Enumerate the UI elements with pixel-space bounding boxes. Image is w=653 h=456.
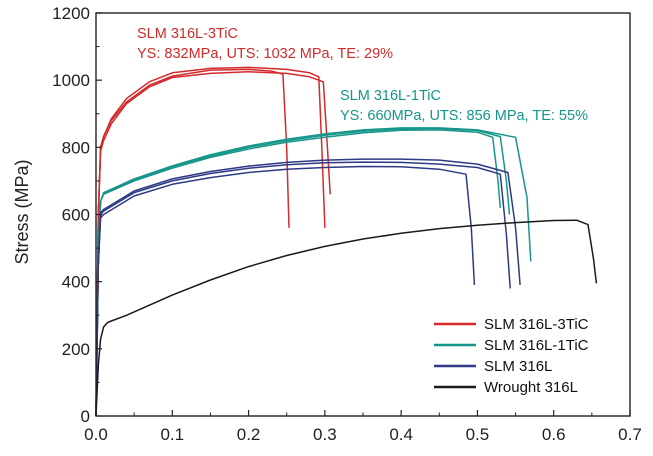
legend-item-wrought-316l: Wrought 316L [434,379,578,396]
curve-line [95,158,521,417]
series-slm-316l [95,158,521,417]
curve-line [95,127,532,417]
series-wrought-316l [95,219,598,417]
series-slm-316l-1tic [95,127,532,417]
annotation-3tic-detail: YS: 832MPa, UTS: 1032 MPa, TE: 29% [137,46,393,62]
annotation-1tic-detail: YS: 660MPa, UTS: 856 MPa, TE: 55% [340,108,588,124]
legend-label: SLM 316L-1TiC [484,337,589,354]
legend-item-slm-316l: SLM 316L [434,358,552,375]
annotation-3tic-title: SLM 316L-3TiC [137,26,238,42]
x-tick-label: 0.5 [466,425,490,444]
y-tick-label: 600 [62,206,90,225]
axes-layer [95,12,631,417]
legend-label: SLM 316L-3TiC [484,316,589,333]
annotation-1tic-title: SLM 316L-1TiC [340,88,441,104]
curve-line [95,68,290,417]
y-tick-label: 400 [62,273,90,292]
x-tick-label: 0.2 [237,425,261,444]
x-tick-label: 0.1 [160,425,184,444]
y-tick-label: 200 [62,340,90,359]
legend: SLM 316L-3TiC SLM 316L-1TiC SLM 316L Wro… [434,316,589,396]
curve-line [95,66,326,417]
legend-item-slm-316l-1tic: SLM 316L-1TiC [434,337,589,354]
curve-line [95,219,598,417]
y-tick-label: 1000 [52,71,90,90]
y-tick-labels: 0 200 400 600 800 1000 1200 [52,4,90,426]
annotation-1tic: SLM 316L-1TiC YS: 660MPa, UTS: 856 MPa, … [340,88,588,124]
y-tick-label: 1200 [52,4,90,23]
x-tick-label: 0.3 [313,425,337,444]
plot-frame [95,12,631,417]
curve-line [95,165,476,417]
series-slm-316l-3tic [95,66,331,417]
y-tick-label: 800 [62,138,90,157]
x-tick-label: 0.0 [84,425,108,444]
legend-label: SLM 316L [484,358,552,375]
curve-line [95,71,331,417]
x-tick-label: 0.4 [389,425,413,444]
legend-label: Wrought 316L [484,379,578,396]
curve-line [95,161,511,417]
annotation-3tic: SLM 316L-3TiC YS: 832MPa, UTS: 1032 MPa,… [137,26,393,62]
y-axis-label: Stress (MPa) [12,159,32,264]
x-tick-label: 0.7 [618,425,642,444]
x-tick-label: 0.6 [542,425,566,444]
legend-item-slm-316l-3tic: SLM 316L-3TiC [434,316,589,333]
x-tick-labels: 0.0 0.1 0.2 0.3 0.4 0.5 0.6 0.7 [84,425,642,444]
y-tick-label: 0 [81,407,90,426]
curve-line [95,127,511,417]
